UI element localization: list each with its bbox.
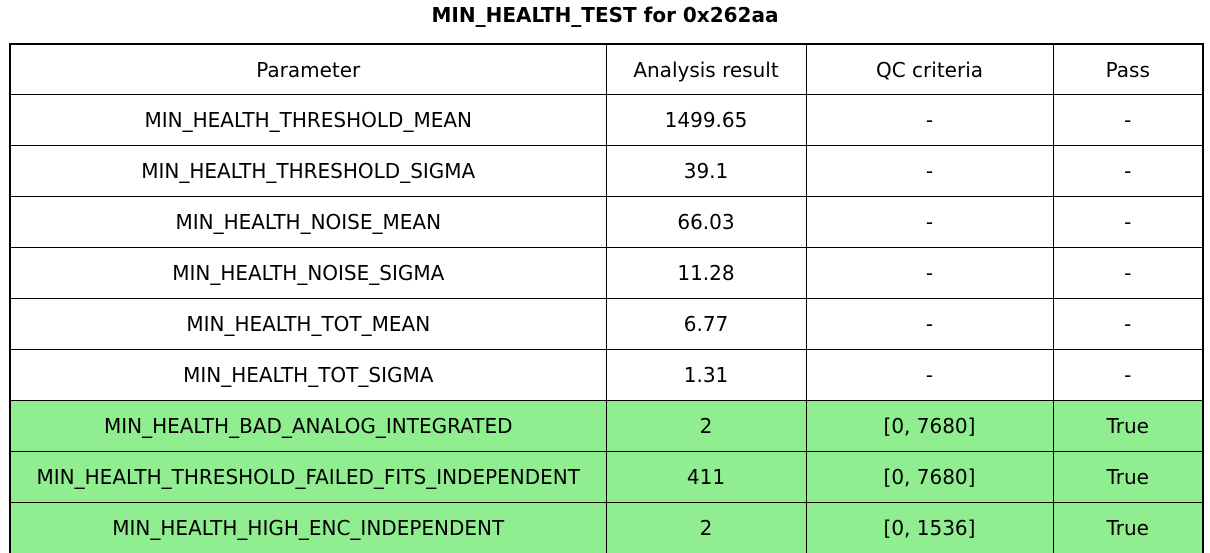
table-row: MIN_HEALTH_HIGH_ENC_INDEPENDENT 2 [0, 1536… — [9, 502, 1204, 553]
cell-qc: - — [805, 349, 1054, 401]
cell-pass: - — [1052, 145, 1204, 197]
cell-qc: - — [805, 247, 1054, 299]
cell-result: 11.28 — [605, 247, 807, 299]
column-header-analysis-result: Analysis result — [605, 43, 807, 95]
table-row: MIN_HEALTH_TOT_MEAN 6.77- - — [9, 298, 1204, 350]
cell-qc: [0, 7680] — [805, 451, 1054, 503]
table-row: MIN_HEALTH_THRESHOLD_FAILED_FITS_INDEPEN… — [9, 451, 1204, 503]
cell-pass: - — [1052, 196, 1204, 248]
cell-parameter: MIN_HEALTH_NOISE_SIGMA — [9, 247, 607, 299]
cell-parameter: MIN_HEALTH_THRESHOLD_SIGMA — [9, 145, 607, 197]
cell-qc: - — [805, 94, 1054, 146]
cell-parameter: MIN_HEALTH_BAD_ANALOG_INTEGRATED — [9, 400, 607, 452]
table-body: MIN_HEALTH_THRESHOLD_MEAN 1499.65- - MIN_HE… — [9, 94, 1204, 553]
cell-result: 6.77 — [605, 298, 807, 350]
cell-qc: - — [805, 196, 1054, 248]
cell-pass: - — [1052, 247, 1204, 299]
figure-title: MIN_HEALTH_TEST for 0x262aa — [431, 3, 779, 27]
cell-parameter: MIN_HEALTH_TOT_MEAN — [9, 298, 607, 350]
table-row: MIN_HEALTH_NOISE_SIGMA 11.28- - — [9, 247, 1204, 299]
cell-pass: True — [1052, 451, 1204, 503]
cell-qc: [0, 7680] — [805, 400, 1054, 452]
cell-parameter: MIN_HEALTH_THRESHOLD_MEAN — [9, 94, 607, 146]
qc-results-table: Parameter Analysis result QC criteria Pa… — [9, 43, 1204, 553]
table-row: MIN_HEALTH_THRESHOLD_MEAN 1499.65- - — [9, 94, 1204, 146]
cell-pass: True — [1052, 502, 1204, 553]
cell-result: 2 — [605, 502, 807, 553]
cell-pass: - — [1052, 349, 1204, 401]
cell-pass: - — [1052, 298, 1204, 350]
cell-result: 1499.65 — [605, 94, 807, 146]
cell-pass: True — [1052, 400, 1204, 452]
column-header-parameter: Parameter — [9, 43, 607, 95]
cell-pass: - — [1052, 94, 1204, 146]
cell-parameter: MIN_HEALTH_THRESHOLD_FAILED_FITS_INDEPEN… — [9, 451, 607, 503]
table-row: MIN_HEALTH_BAD_ANALOG_INTEGRATED 2 [0, 768… — [9, 400, 1204, 452]
cell-parameter: MIN_HEALTH_NOISE_MEAN — [9, 196, 607, 248]
table-row: MIN_HEALTH_THRESHOLD_SIGMA 39.1- - — [9, 145, 1204, 197]
column-header-qc-criteria: QC criteria — [805, 43, 1054, 95]
cell-result: 1.31 — [605, 349, 807, 401]
header-row: Parameter Analysis result QC criteria Pa… — [9, 43, 1204, 95]
table-row: MIN_HEALTH_NOISE_MEAN 66.03- - — [9, 196, 1204, 248]
cell-parameter: MIN_HEALTH_TOT_SIGMA — [9, 349, 607, 401]
cell-qc: - — [805, 145, 1054, 197]
cell-qc: [0, 1536] — [805, 502, 1054, 553]
table-row: MIN_HEALTH_TOT_SIGMA 1.31- - — [9, 349, 1204, 401]
cell-parameter: MIN_HEALTH_HIGH_ENC_INDEPENDENT — [9, 502, 607, 553]
cell-result: 39.1 — [605, 145, 807, 197]
cell-result: 411 — [605, 451, 807, 503]
cell-qc: - — [805, 298, 1054, 350]
column-header-pass: Pass — [1052, 43, 1204, 95]
cell-result: 2 — [605, 400, 807, 452]
cell-result: 66.03 — [605, 196, 807, 248]
